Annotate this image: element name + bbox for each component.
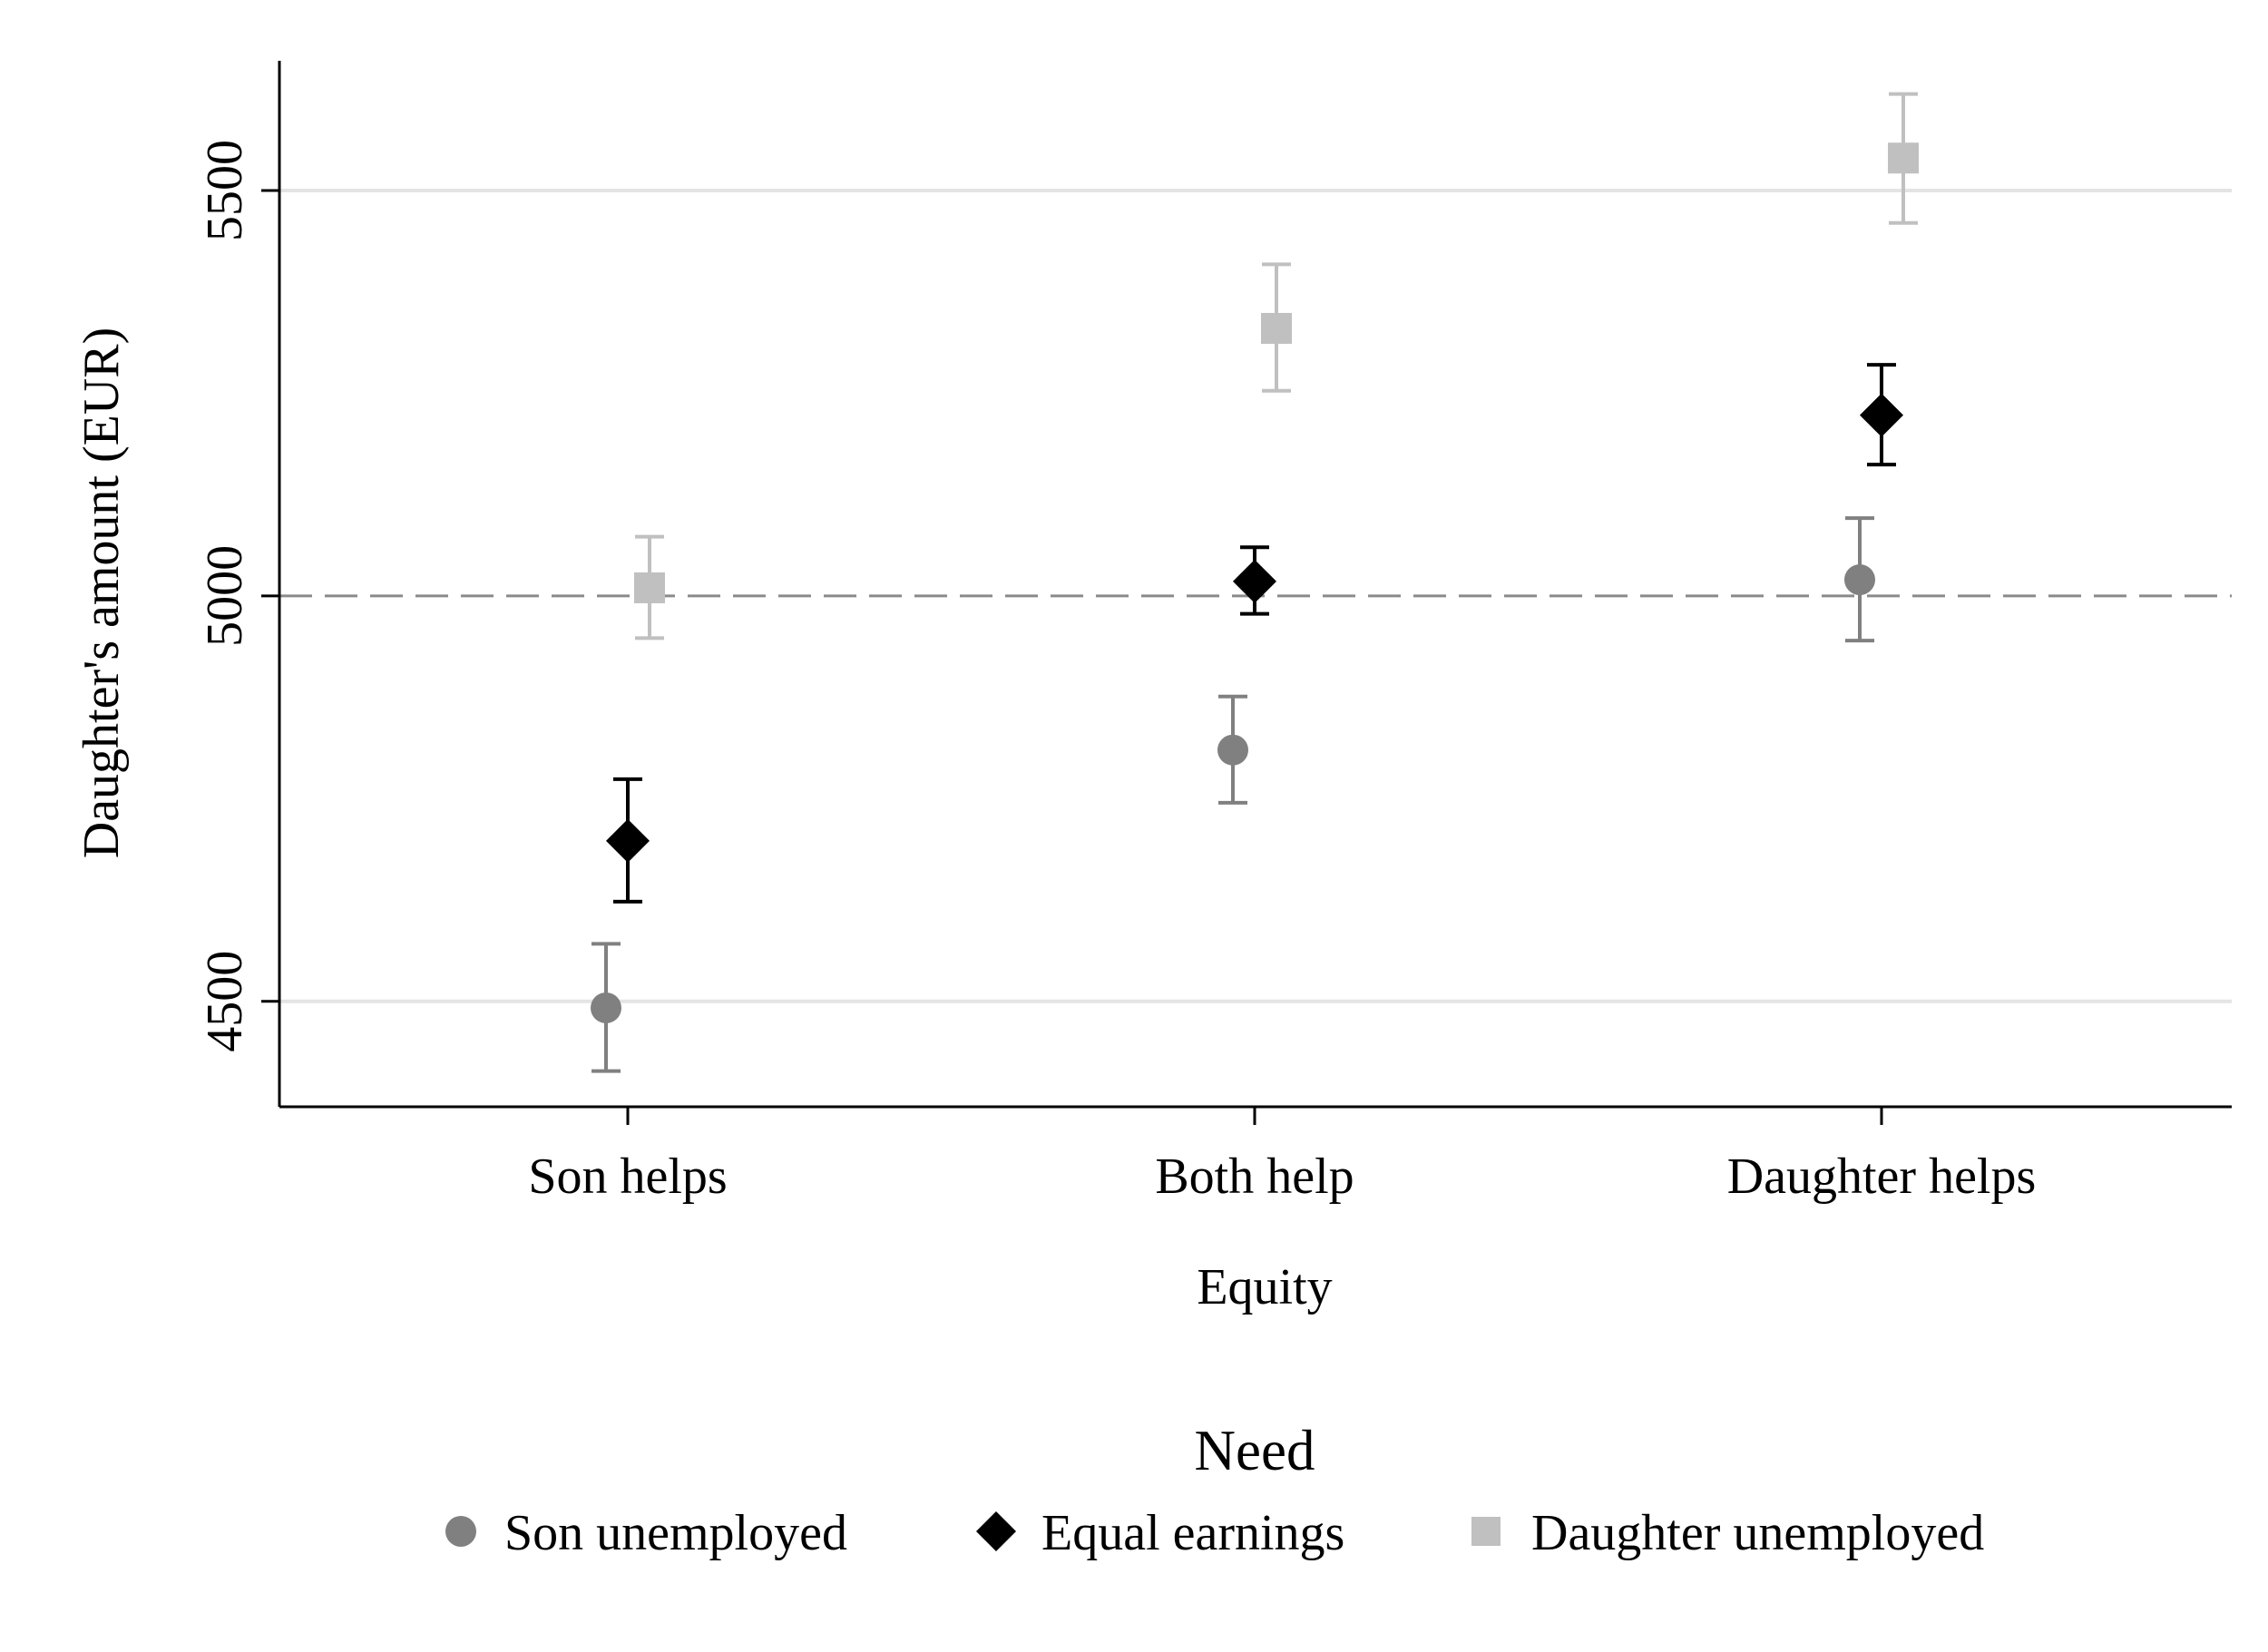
x-tick-label: Son helps bbox=[528, 1149, 727, 1205]
data-point bbox=[1844, 564, 1875, 596]
data-point bbox=[1233, 559, 1276, 603]
data-point bbox=[634, 572, 665, 603]
series-son-unemployed bbox=[591, 516, 1875, 1073]
legend-item: Son unemployed bbox=[445, 1505, 847, 1561]
x-tick-label: Both help bbox=[1155, 1149, 1354, 1205]
data-point bbox=[1888, 142, 1919, 174]
legend-marker bbox=[976, 1511, 1016, 1551]
y-axis-title: Daughter's amount (EUR) bbox=[73, 327, 130, 859]
data-point bbox=[606, 818, 650, 863]
y-tick-label: 5000 bbox=[197, 545, 253, 647]
legend-item: Equal earnings bbox=[976, 1505, 1344, 1561]
y-tick-label: 4500 bbox=[197, 951, 253, 1052]
legend-label: Equal earnings bbox=[1041, 1505, 1344, 1561]
data-point bbox=[1860, 393, 1903, 437]
data-series bbox=[591, 92, 1919, 1073]
legend-marker bbox=[1471, 1517, 1501, 1546]
y-tick-label: 5500 bbox=[197, 140, 253, 241]
legend-label: Daughter unemployed bbox=[1531, 1505, 1984, 1561]
legend-title: Need bbox=[1195, 1419, 1315, 1482]
x-tick-label: Daughter helps bbox=[1727, 1149, 2037, 1205]
x-axis: Son helps Both help Daughter helps bbox=[279, 1105, 2232, 1205]
data-point bbox=[1261, 312, 1292, 344]
data-point bbox=[591, 992, 621, 1023]
x-axis-title: Equity bbox=[1197, 1259, 1332, 1315]
y-axis: 4500 5000 5500 bbox=[197, 61, 281, 1107]
series-equal-earnings bbox=[606, 363, 1903, 904]
legend-marker bbox=[445, 1516, 476, 1547]
series-daughter-unemployed bbox=[634, 92, 1919, 640]
legend-label: Son unemployed bbox=[504, 1505, 847, 1561]
legend: Need Son unemployed Equal earnings Daughte… bbox=[445, 1419, 1984, 1561]
legend-item: Daughter unemployed bbox=[1471, 1505, 1984, 1561]
data-point bbox=[1217, 734, 1248, 766]
